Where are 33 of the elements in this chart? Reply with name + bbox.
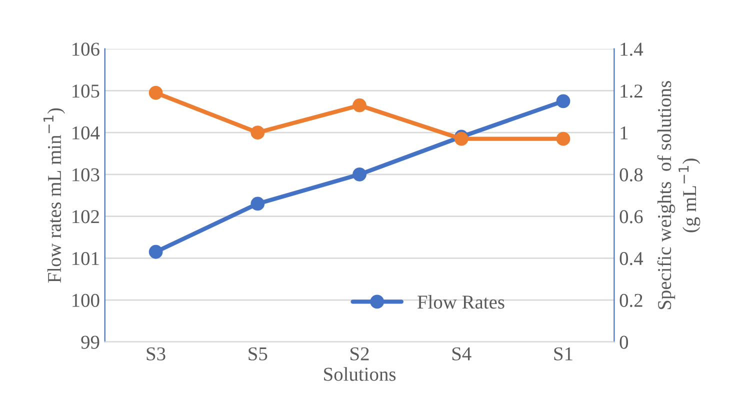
y2-tick-label: 1.2 — [620, 84, 642, 98]
point — [250, 196, 265, 211]
y-tick-label: 105 — [72, 84, 100, 98]
x-tick-label: S3 — [146, 347, 166, 360]
legend-label: Flow Rates — [418, 295, 504, 309]
y2-tick-label: 0.6 — [620, 210, 643, 224]
point — [148, 244, 163, 259]
x-tick-label: S1 — [554, 347, 572, 360]
y-tick-label: 102 — [72, 210, 99, 224]
y-tick-label: 99 — [81, 336, 100, 349]
y2-tick-label: 1.4 — [620, 42, 644, 56]
point — [352, 167, 366, 182]
x-tick-label: S5 — [248, 347, 268, 360]
y-tick-label: 104 — [72, 126, 100, 140]
x-tick-label: S4 — [452, 347, 472, 360]
y-tick-label: 100 — [72, 294, 100, 307]
y-tick-label: 101 — [72, 252, 99, 266]
point — [250, 126, 265, 140]
y-tick-label: 103 — [72, 168, 100, 182]
y2-tick-label: 1 — [620, 126, 628, 140]
y-tick-label: 106 — [72, 42, 100, 56]
x-tick-label: S2 — [350, 347, 369, 360]
point — [352, 98, 366, 112]
y2-tick-label: 0 — [620, 336, 628, 349]
point — [556, 132, 570, 146]
y2-tick-label: 0.8 — [620, 168, 643, 182]
y-axis-title: Flow rates mL min$^{−1}$) — [44, 108, 66, 283]
y2-axis-title: Specific weights of solutions (g mL$^{−1}$) — [657, 81, 700, 310]
x-axis-title: Solutions — [324, 367, 396, 381]
point — [148, 86, 163, 100]
point — [556, 94, 570, 108]
y2-tick-label: 0.2 — [620, 294, 642, 308]
y2-tick-label: 0.4 — [620, 252, 644, 266]
